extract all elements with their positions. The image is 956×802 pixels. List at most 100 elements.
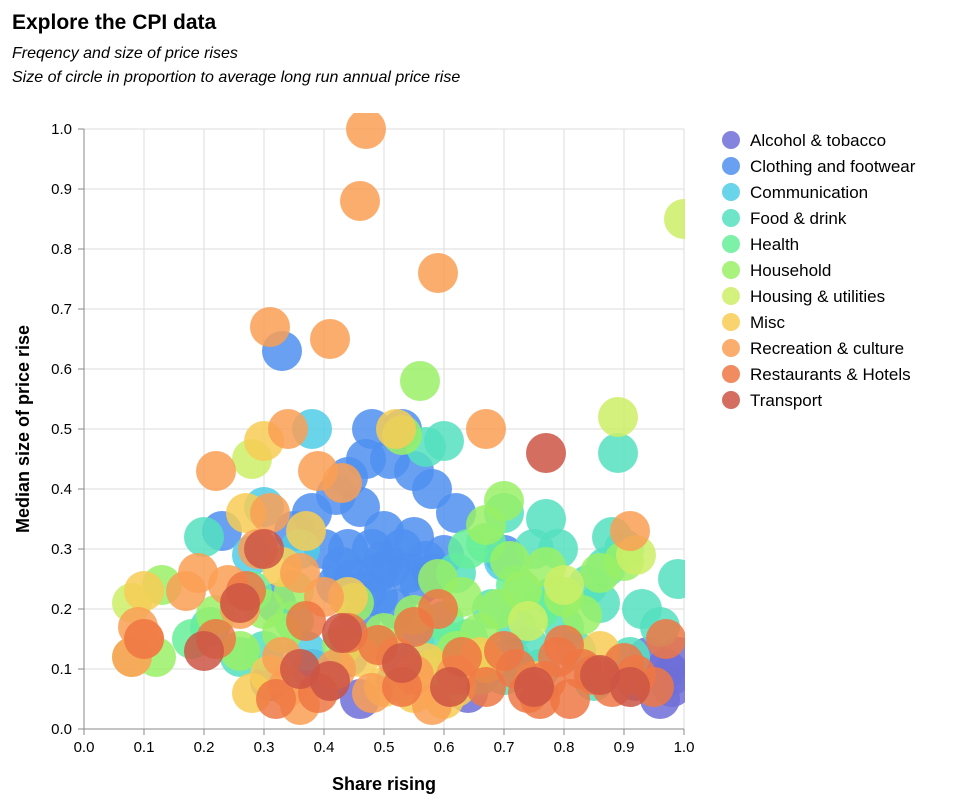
y-tick-label: 0.9	[51, 181, 72, 198]
legend-symbol	[722, 365, 740, 383]
data-point	[658, 559, 685, 599]
data-point	[340, 181, 380, 221]
y-tick-label: 0.0	[51, 721, 72, 738]
data-point	[610, 667, 650, 707]
chart-subtitle-line-2: Size of circle in proportion to average …	[12, 69, 460, 86]
y-tick-label: 1.0	[51, 121, 72, 138]
data-point	[184, 517, 224, 557]
data-point	[598, 433, 638, 473]
chart-subtitle-line-1: Freqency and size of price rises	[12, 45, 238, 62]
data-point	[418, 253, 458, 293]
legend-symbol	[722, 131, 740, 149]
data-point	[514, 667, 554, 707]
legend-label: Clothing and footwear	[750, 157, 916, 176]
y-axis-ticks: 0.0 0.1 0.2 0.3 0.4 0.5 0.6 0.7 0.8 0.9 1.0	[51, 121, 84, 738]
data-point	[310, 319, 350, 359]
y-tick-label: 0.5	[51, 421, 72, 438]
data-point	[184, 631, 224, 671]
x-tick-label: 0.9	[614, 739, 635, 756]
legend-label: Food & drink	[750, 209, 847, 228]
plot-area	[112, 113, 685, 725]
data-point	[310, 661, 350, 701]
legend-symbol	[722, 287, 740, 305]
data-point	[346, 113, 386, 149]
data-point	[646, 619, 685, 659]
data-point	[466, 409, 506, 449]
data-point	[544, 625, 584, 665]
data-point	[664, 199, 685, 239]
x-tick-label: 1.0	[674, 739, 695, 756]
x-tick-label: 0.8	[554, 739, 575, 756]
data-point	[526, 433, 566, 473]
data-point	[352, 673, 392, 713]
data-point	[322, 613, 362, 653]
data-point	[196, 451, 236, 491]
data-point	[400, 361, 440, 401]
legend-symbol	[722, 339, 740, 357]
data-point	[436, 493, 476, 533]
legend-symbol	[722, 183, 740, 201]
legend-symbol	[722, 235, 740, 253]
legend-label: Restaurants & Hotels	[750, 365, 911, 384]
x-tick-label: 0.3	[254, 739, 275, 756]
legend-label: Misc	[750, 313, 785, 332]
x-tick-label: 0.0	[74, 739, 95, 756]
legend-label: Communication	[750, 183, 868, 202]
data-point	[508, 601, 548, 641]
y-tick-label: 0.8	[51, 241, 72, 258]
data-point	[220, 583, 260, 623]
data-point	[364, 541, 404, 581]
legend-symbol	[722, 209, 740, 227]
legend-label: Household	[750, 261, 831, 280]
data-point	[466, 505, 506, 545]
x-tick-label: 0.1	[134, 739, 155, 756]
legend-label: Health	[750, 235, 799, 254]
legend-symbol	[722, 261, 740, 279]
data-point	[280, 649, 320, 689]
data-point	[268, 409, 308, 449]
chart-title: Explore the CPI data	[12, 11, 217, 34]
y-tick-label: 0.2	[51, 601, 72, 618]
x-tick-label: 0.5	[374, 739, 395, 756]
data-point	[484, 631, 524, 671]
data-point	[382, 643, 422, 683]
data-point	[376, 409, 416, 449]
data-point	[250, 493, 290, 533]
legend-label: Transport	[750, 391, 822, 410]
data-point	[256, 679, 296, 719]
data-point	[610, 511, 650, 551]
data-point	[466, 667, 506, 707]
data-point	[490, 541, 530, 581]
data-point	[526, 499, 566, 539]
data-points	[112, 113, 685, 725]
data-point	[544, 565, 584, 605]
data-point	[580, 655, 620, 695]
data-point	[286, 601, 326, 641]
data-point	[166, 571, 206, 611]
legend-symbol	[722, 313, 740, 331]
legend-label: Recreation & culture	[750, 339, 904, 358]
x-axis-title: Share rising	[332, 774, 436, 794]
y-tick-label: 0.4	[51, 481, 72, 498]
data-point	[364, 511, 404, 551]
data-point	[244, 529, 284, 569]
y-tick-label: 0.3	[51, 541, 72, 558]
data-point	[328, 529, 368, 569]
data-point	[286, 511, 326, 551]
data-point	[442, 637, 482, 677]
legend-label: Alcohol & tobacco	[750, 131, 886, 150]
x-axis-ticks: 0.0 0.1 0.2 0.3 0.4 0.5 0.6 0.7 0.8 0.9 1.0	[74, 729, 695, 756]
y-tick-label: 0.1	[51, 661, 72, 678]
data-point	[124, 571, 164, 611]
y-tick-label: 0.7	[51, 301, 72, 318]
data-point	[250, 307, 290, 347]
legend: Alcohol & tobacco Clothing and footwear Co…	[722, 131, 916, 410]
data-point	[562, 595, 602, 635]
data-point	[124, 619, 164, 659]
x-tick-label: 0.4	[314, 739, 335, 756]
data-point	[598, 397, 638, 437]
x-tick-label: 0.6	[434, 739, 455, 756]
legend-symbol	[722, 157, 740, 175]
legend-label: Housing & utilities	[750, 287, 885, 306]
